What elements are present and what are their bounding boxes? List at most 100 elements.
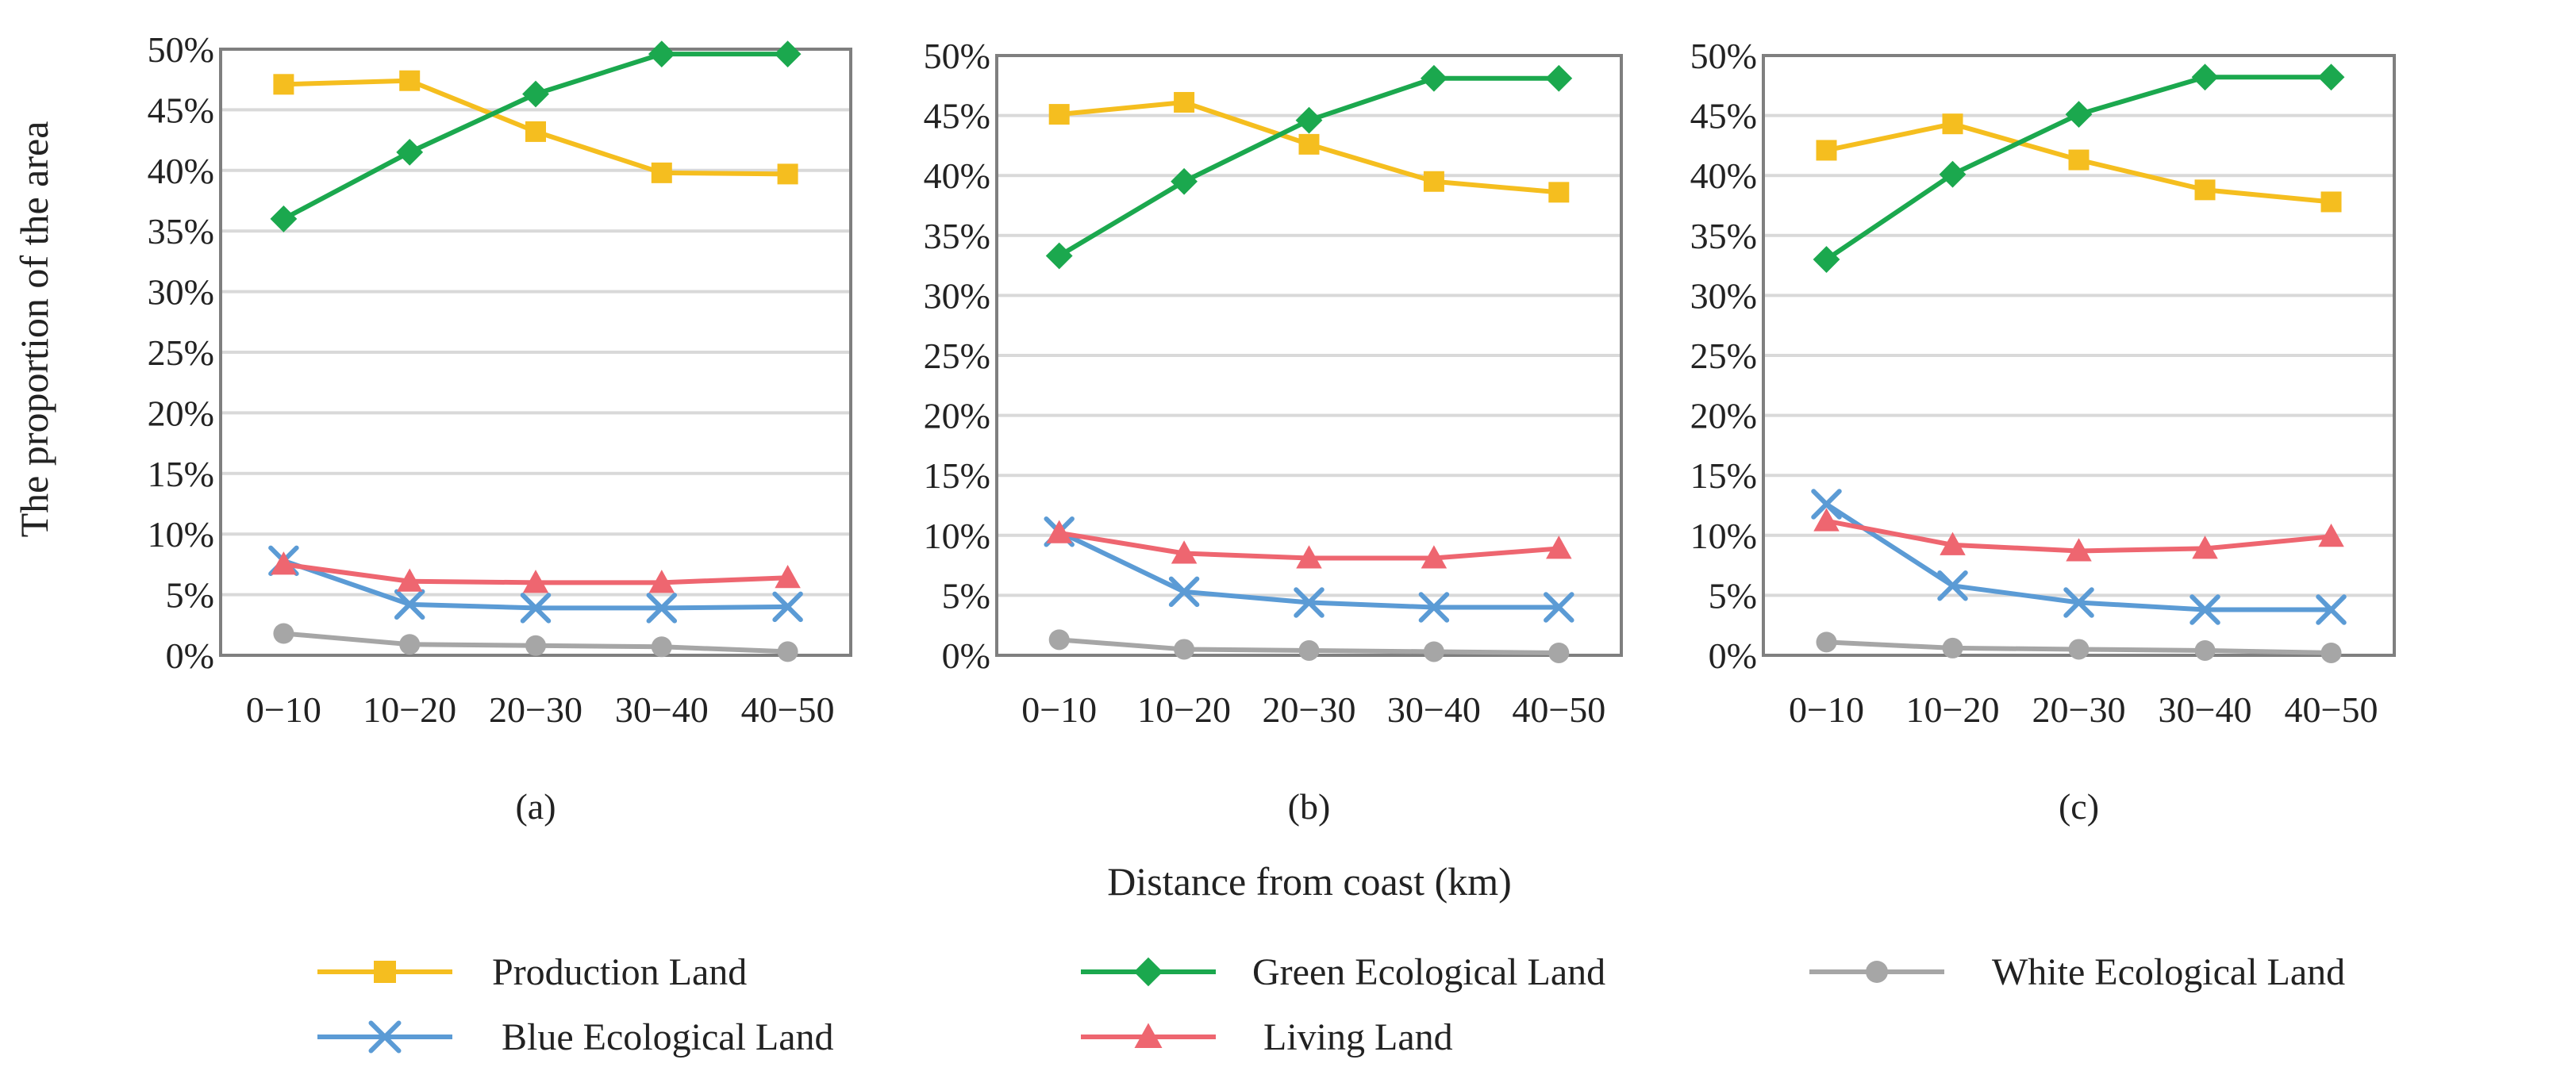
data-point-green-ecological-land [1045, 242, 1073, 270]
y-tick-label: 45% [148, 90, 214, 130]
data-point-green-ecological-land [774, 40, 802, 68]
y-tick-label: 30% [148, 272, 214, 313]
y-tick-label: 10% [1690, 516, 1757, 556]
data-point-living-land [1046, 520, 1072, 543]
series-production-land [1816, 113, 2342, 213]
data-point-production-land [399, 70, 421, 91]
legend-label: Production Land [492, 951, 747, 993]
x-tick-label: 10−20 [1906, 689, 2000, 730]
legend-label: Green Ecological Land [1252, 951, 1605, 993]
data-point-green-ecological-land [1295, 106, 1323, 134]
y-tick-label: 50% [924, 36, 990, 76]
series-green-ecological-land [1045, 64, 1573, 270]
data-point-production-land [1548, 182, 1570, 203]
y-tick-label: 35% [1690, 216, 1757, 256]
y-tick-label: 10% [924, 516, 990, 556]
series-living-land [1046, 520, 1572, 569]
data-point-green-ecological-land [1171, 167, 1198, 195]
legend-marker-triangle [1134, 1023, 1163, 1048]
legend-label: White Ecological Land [1992, 951, 2345, 993]
data-point-green-ecological-land [2065, 101, 2093, 128]
y-tick-label: 30% [1690, 275, 1757, 316]
series-production-land [1048, 91, 1570, 203]
data-point-white-ecological-land [651, 636, 672, 658]
data-point-blue-ecological-land [2190, 594, 2220, 625]
legend: Production Land Green Ecological Land Whit… [317, 951, 2345, 1058]
y-tick-label: 10% [148, 514, 214, 555]
y-tick-label: 25% [148, 332, 214, 373]
data-point-blue-ecological-land [520, 593, 552, 624]
data-point-production-land [1423, 171, 1444, 192]
legend-item-green-ecological-land: Green Ecological Land [1081, 951, 1605, 993]
series-green-ecological-land [1813, 63, 2345, 273]
data-point-green-ecological-land [522, 80, 549, 108]
panel-label: (a) [515, 786, 556, 827]
data-point-living-land [1940, 532, 1966, 555]
data-point-white-ecological-land [399, 634, 421, 655]
data-point-blue-ecological-land [1418, 592, 1450, 623]
legend-item-living-land: Living Land [1081, 1016, 1453, 1058]
data-point-white-ecological-land [1423, 641, 1444, 662]
data-point-production-land [525, 121, 546, 142]
x-tick-label: 20−30 [2032, 689, 2126, 730]
y-tick-label: 35% [148, 211, 214, 251]
y-tick-label: 15% [924, 455, 990, 496]
data-point-living-land [2192, 536, 2218, 559]
y-tick-label: 45% [924, 96, 990, 136]
data-point-living-land [2066, 538, 2092, 562]
data-point-living-land [396, 568, 423, 592]
data-point-living-land [775, 564, 801, 589]
series-living-land [271, 551, 801, 593]
y-tick-label: 5% [166, 575, 214, 616]
x-tick-label: 40−50 [741, 689, 835, 730]
data-point-blue-ecological-land [2316, 594, 2347, 625]
y-tick-label: 45% [1690, 96, 1757, 136]
data-point-blue-ecological-land [1544, 592, 1574, 623]
x-tick-label: 30−40 [615, 689, 709, 730]
series-white-ecological-land [273, 623, 798, 662]
legend-item-white-ecological-land: White Ecological Land [1809, 951, 2345, 993]
panel-label: (b) [1288, 786, 1331, 827]
x-tick-label: 20−30 [489, 689, 582, 730]
data-point-production-land [1816, 140, 1837, 161]
chart-panel-c: 0% 5% 10% 15% 20% 25% 30% 35% 40% 45% 50% 0−10 10−20… [1690, 36, 2396, 827]
y-tick-label: 20% [148, 393, 214, 433]
y-tick-label: 35% [924, 216, 990, 256]
y-tick-label: 40% [1690, 155, 1757, 196]
legend-item-production-land: Production Land [317, 951, 747, 993]
data-point-living-land [1296, 545, 1322, 569]
legend-item-blue-ecological-land: Blue Ecological Land [317, 1016, 834, 1058]
x-tick-label: 40−50 [1512, 689, 1605, 730]
data-point-white-ecological-land [1816, 631, 1837, 653]
data-point-blue-ecological-land [2063, 587, 2094, 618]
y-tick-label: 20% [1690, 396, 1757, 436]
data-point-living-land [1546, 536, 1572, 559]
data-point-green-ecological-land [1813, 246, 1840, 273]
chart-panels: 0% 5% 10% 15% 20% 25% 30% 35% 40% 45% 50% 0−10 10−20… [148, 29, 2396, 827]
data-point-blue-ecological-land [1168, 576, 1200, 608]
data-point-green-ecological-land [1421, 64, 1448, 92]
y-tick-label: 50% [148, 29, 214, 70]
data-point-white-ecological-land [2194, 639, 2216, 661]
data-point-living-land [1171, 540, 1198, 564]
y-tick-label: 40% [148, 151, 214, 191]
data-point-green-ecological-land [270, 205, 298, 232]
data-point-white-ecological-land [1548, 642, 1570, 663]
data-point-white-ecological-land [1048, 629, 1070, 651]
x-tick-label: 0−10 [246, 689, 321, 730]
data-point-production-land [651, 162, 672, 183]
x-tick-label: 20−30 [1263, 689, 1356, 730]
legend-marker-x [368, 1020, 402, 1054]
y-tick-label: 20% [924, 396, 990, 436]
data-point-production-land [777, 163, 798, 185]
data-point-white-ecological-land [1298, 639, 1320, 661]
data-point-white-ecological-land [525, 635, 546, 656]
y-tick-label: 0% [1709, 635, 1757, 676]
data-point-living-land [2318, 524, 2344, 547]
data-point-white-ecological-land [1942, 637, 1963, 658]
data-point-green-ecological-land [648, 40, 675, 68]
data-point-green-ecological-land [2317, 63, 2345, 91]
panel-label: (c) [2059, 786, 2099, 827]
data-point-blue-ecological-land [646, 593, 678, 624]
